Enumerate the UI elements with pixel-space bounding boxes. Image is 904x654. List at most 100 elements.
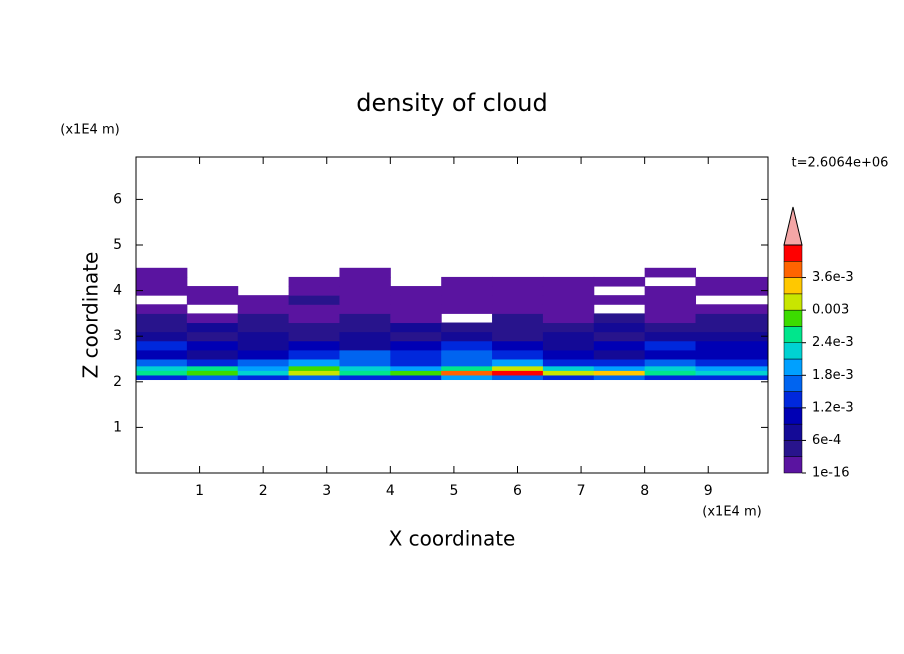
contour-cell — [136, 322, 188, 333]
colorbar-band — [783, 261, 803, 278]
contour-cell — [542, 304, 595, 314]
contour-cell — [339, 313, 391, 324]
contour-cell — [695, 331, 769, 342]
contour-cell — [390, 359, 442, 367]
contour-cell — [644, 370, 697, 376]
x-tick-label: 9 — [704, 483, 713, 499]
contour-cell — [136, 276, 188, 287]
contour-cell — [339, 365, 391, 371]
colorbar-tick-label: 0.003 — [812, 303, 849, 318]
contour-cell — [441, 359, 493, 367]
y-unit: (x1E4 m) — [60, 123, 119, 138]
contour-cell — [186, 331, 239, 342]
contour-cell — [492, 365, 544, 371]
contour-cell — [288, 365, 340, 371]
contour-cell — [542, 349, 595, 360]
contour-cell — [237, 359, 290, 367]
contour-cell — [339, 286, 391, 296]
contour-cell — [339, 304, 391, 314]
contour-cell — [390, 295, 442, 305]
colorbar-band — [783, 244, 803, 262]
y-tick-label: 1 — [113, 419, 122, 435]
contour-cell — [441, 276, 493, 287]
contour-cell — [441, 304, 493, 314]
x-tick-label: 3 — [322, 483, 331, 499]
contour-cell — [441, 295, 493, 305]
contour-cell — [136, 374, 188, 381]
contour-cell — [644, 322, 697, 333]
y-tick-label: 3 — [113, 328, 122, 344]
plot-frame — [135, 156, 769, 474]
contour-cell — [288, 313, 340, 324]
contour-cell — [441, 349, 493, 360]
contour-cell — [542, 359, 595, 367]
contour-cell — [644, 340, 697, 351]
contour-cell — [695, 276, 769, 287]
contour-cell — [136, 365, 188, 371]
colorbar-band — [783, 456, 803, 474]
colorbar-tick-label: 1.2e-3 — [812, 400, 854, 415]
contour-cell — [237, 331, 290, 342]
contour-cell — [542, 276, 595, 287]
contour-cell — [237, 340, 290, 351]
contour-cell — [390, 313, 442, 324]
contour-cell — [542, 365, 595, 371]
contour-cell — [288, 331, 340, 342]
contour-cell — [339, 276, 391, 287]
colorbar-tick-label: 6e-4 — [812, 433, 841, 448]
y-axis-label: Z coordinate — [79, 252, 103, 379]
contour-cell — [186, 322, 239, 333]
x-tick-label: 1 — [195, 483, 204, 499]
contour-cell — [644, 331, 697, 342]
contour-cell — [390, 370, 442, 376]
contour-cell — [695, 313, 769, 324]
contour-cell — [695, 374, 769, 381]
contour-cell — [441, 322, 493, 333]
contour-cell — [136, 340, 188, 351]
contour-cell — [339, 267, 391, 278]
contour-cell — [492, 276, 544, 287]
contour-cell — [288, 349, 340, 360]
contour-cell — [492, 331, 544, 342]
contour-cell — [288, 295, 340, 305]
contour-cell — [695, 359, 769, 367]
contour-cell — [644, 267, 697, 278]
colorbar-band — [783, 293, 803, 311]
contour-cell — [695, 304, 769, 314]
x-tick-label: 7 — [577, 483, 586, 499]
contour-cell — [339, 374, 391, 381]
contour-cell — [695, 322, 769, 333]
colorbar-tick-label: 1.8e-3 — [812, 368, 854, 383]
y-tick-label: 5 — [113, 237, 122, 253]
contour-cell — [136, 359, 188, 367]
contour-cell — [186, 365, 239, 371]
contour-cell — [593, 331, 646, 342]
x-tick-label: 4 — [386, 483, 395, 499]
contour-cell — [542, 295, 595, 305]
x-tick-label: 8 — [640, 483, 649, 499]
contour-cell — [593, 349, 646, 360]
contour-cell — [339, 349, 391, 360]
contour-cell — [390, 331, 442, 342]
contour-cell — [186, 313, 239, 324]
y-tick-label: 6 — [113, 191, 122, 207]
contour-cell — [695, 370, 769, 376]
colorbar-over — [783, 206, 803, 246]
contour-cell — [644, 365, 697, 371]
x-tick-label: 6 — [513, 483, 522, 499]
contour-cell — [593, 340, 646, 351]
contour-cell — [542, 322, 595, 333]
contour-cell — [644, 304, 697, 314]
contour-cell — [441, 370, 493, 376]
contour-cell — [288, 340, 340, 351]
contour-cell — [441, 286, 493, 296]
contour-cell — [695, 286, 769, 296]
contour-cell — [492, 370, 544, 376]
contour-cell — [593, 322, 646, 333]
contour-cell — [593, 374, 646, 381]
contour-cell — [390, 286, 442, 296]
contour-cell — [339, 370, 391, 376]
time-label: t=2.6064e+06 — [792, 156, 889, 171]
contour-cell — [441, 365, 493, 371]
contour-cell — [288, 304, 340, 314]
